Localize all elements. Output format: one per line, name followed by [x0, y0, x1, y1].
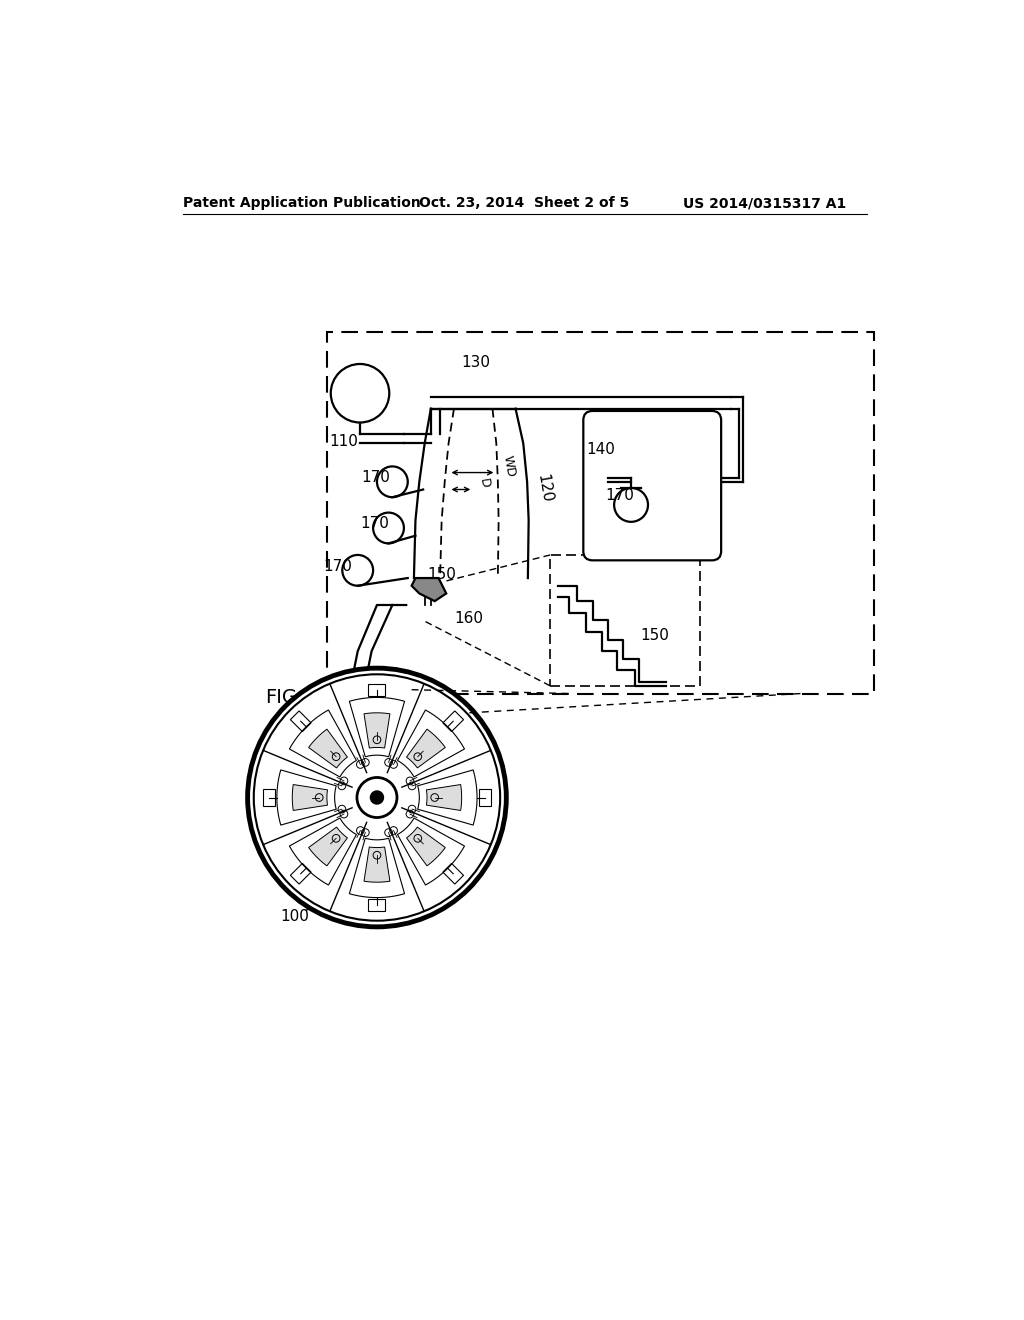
- Text: 140: 140: [587, 442, 615, 457]
- Circle shape: [248, 668, 506, 927]
- Polygon shape: [308, 828, 347, 866]
- Circle shape: [357, 777, 397, 817]
- Polygon shape: [426, 784, 462, 810]
- Polygon shape: [276, 770, 336, 825]
- Text: 150: 150: [640, 628, 669, 643]
- Text: D: D: [477, 478, 492, 490]
- Polygon shape: [290, 818, 356, 884]
- Polygon shape: [412, 578, 446, 601]
- Polygon shape: [397, 710, 465, 777]
- Text: 170: 170: [361, 470, 390, 484]
- Polygon shape: [407, 729, 445, 768]
- Polygon shape: [349, 697, 404, 756]
- Circle shape: [371, 792, 383, 804]
- Bar: [478, 789, 490, 807]
- Text: Patent Application Publication: Patent Application Publication: [183, 197, 421, 210]
- Text: 150: 150: [428, 566, 457, 582]
- Bar: [550, 554, 700, 686]
- Polygon shape: [364, 847, 390, 882]
- Polygon shape: [364, 713, 390, 748]
- Bar: [442, 863, 464, 884]
- Text: 170: 170: [360, 516, 390, 531]
- Text: c: c: [306, 737, 316, 754]
- FancyBboxPatch shape: [584, 411, 721, 561]
- Text: US 2014/0315317 A1: US 2014/0315317 A1: [683, 197, 847, 210]
- Polygon shape: [349, 838, 404, 898]
- Polygon shape: [397, 818, 465, 884]
- Bar: [291, 863, 311, 884]
- Polygon shape: [290, 710, 356, 777]
- Polygon shape: [292, 784, 328, 810]
- Polygon shape: [308, 729, 347, 768]
- Bar: [263, 789, 275, 807]
- Text: 120: 120: [535, 473, 554, 503]
- Text: 170: 170: [605, 488, 635, 503]
- Text: 110: 110: [330, 434, 358, 449]
- Text: FIG.2: FIG.2: [265, 688, 316, 708]
- Text: 130: 130: [462, 355, 490, 370]
- Polygon shape: [407, 828, 445, 866]
- Text: WD: WD: [500, 454, 517, 478]
- Bar: [327, 331, 873, 693]
- Text: 100: 100: [281, 909, 309, 924]
- Polygon shape: [418, 770, 477, 825]
- Bar: [442, 711, 464, 731]
- Text: Oct. 23, 2014  Sheet 2 of 5: Oct. 23, 2014 Sheet 2 of 5: [419, 197, 630, 210]
- Bar: [291, 711, 311, 731]
- Bar: [369, 684, 385, 696]
- Text: 170: 170: [323, 558, 352, 574]
- Text: 160: 160: [454, 611, 483, 627]
- Bar: [369, 899, 385, 912]
